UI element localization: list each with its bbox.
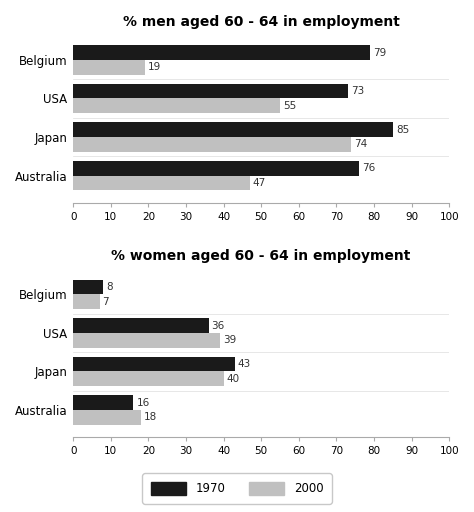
Bar [73,176,250,190]
Text: 76: 76 [362,163,375,173]
Bar [73,161,359,176]
Text: 74: 74 [355,139,368,150]
Bar [73,333,220,348]
Text: 73: 73 [351,86,364,96]
Bar [73,45,370,60]
Bar [73,395,133,410]
Bar [73,84,347,98]
Text: 36: 36 [211,321,225,331]
Title: % women aged 60 - 64 in employment: % women aged 60 - 64 in employment [111,249,411,263]
Text: 55: 55 [283,101,296,111]
Text: 47: 47 [253,178,266,188]
Text: 79: 79 [373,48,386,58]
Title: % men aged 60 - 64 in employment: % men aged 60 - 64 in employment [123,15,400,29]
Bar [73,410,141,424]
Text: 40: 40 [227,374,240,384]
Text: 18: 18 [144,412,157,422]
Legend: 1970, 2000: 1970, 2000 [142,473,332,503]
Text: 16: 16 [137,398,150,408]
Text: 85: 85 [396,125,409,135]
Bar [73,137,351,152]
Text: 7: 7 [102,296,109,307]
Bar [73,280,103,294]
Text: 8: 8 [106,282,113,292]
Bar [73,98,280,113]
Bar [73,294,100,309]
Bar [73,318,209,333]
Bar [73,60,145,75]
Text: 19: 19 [147,62,161,72]
Bar [73,372,224,386]
Text: 43: 43 [238,359,251,369]
Text: 39: 39 [223,335,236,345]
Bar [73,122,393,137]
Bar [73,357,235,372]
